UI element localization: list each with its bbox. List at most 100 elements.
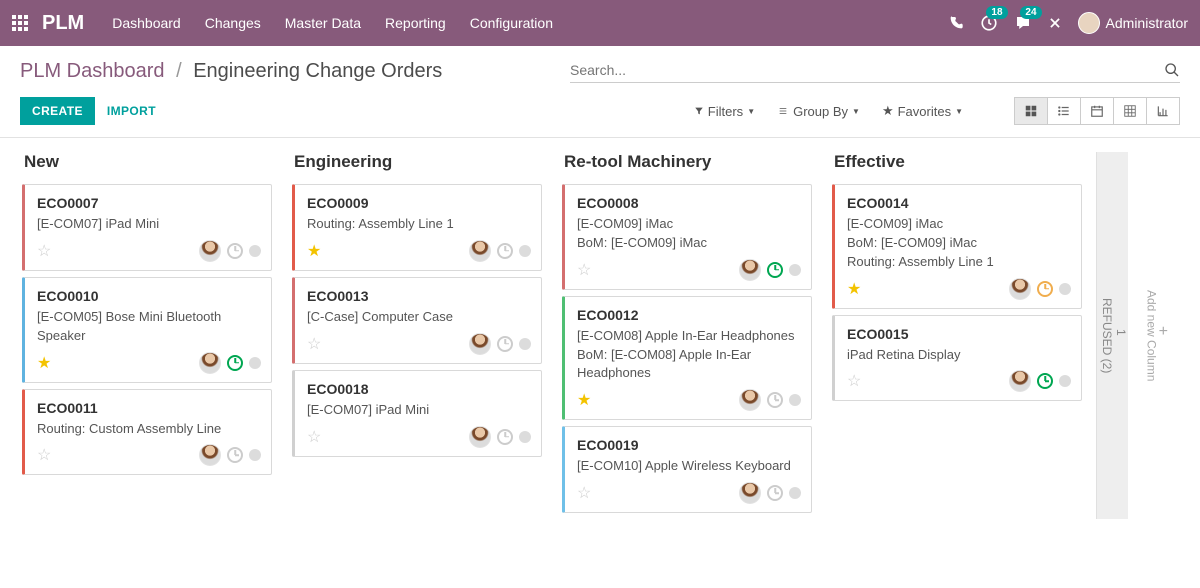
breadcrumb-sep: /: [176, 60, 182, 82]
kanban-card[interactable]: ECO0019[E-COM10] Apple Wireless Keyboard…: [562, 426, 812, 513]
activities-badge: 18: [986, 6, 1007, 19]
status-dot[interactable]: [519, 338, 531, 350]
nav-changes[interactable]: Changes: [205, 15, 261, 31]
clock-icon[interactable]: [227, 447, 243, 463]
star-icon[interactable]: ☆: [577, 260, 591, 280]
clock-icon[interactable]: [227, 243, 243, 259]
star-icon[interactable]: ☆: [307, 427, 321, 447]
kanban-card[interactable]: ECO0011Routing: Custom Assembly Line☆: [22, 389, 272, 476]
star-icon[interactable]: ☆: [577, 483, 591, 503]
view-list-button[interactable]: [1047, 97, 1081, 125]
column-title[interactable]: New: [22, 152, 272, 172]
status-dot[interactable]: [249, 245, 261, 257]
star-icon[interactable]: ★: [847, 279, 861, 299]
apps-icon[interactable]: [12, 15, 28, 31]
nav-configuration[interactable]: Configuration: [470, 15, 553, 31]
column-title[interactable]: Re-tool Machinery: [562, 152, 812, 172]
filters-button[interactable]: Filters▼: [694, 104, 755, 119]
star-icon[interactable]: ☆: [37, 445, 51, 465]
view-graph-button[interactable]: [1146, 97, 1180, 125]
assignee-avatar[interactable]: [199, 240, 221, 262]
status-dot[interactable]: [789, 264, 801, 276]
assignee-avatar[interactable]: [1009, 370, 1031, 392]
activities-icon[interactable]: 18: [980, 14, 998, 32]
assignee-avatar[interactable]: [739, 482, 761, 504]
card-footer: ★: [307, 240, 531, 262]
clock-icon[interactable]: [767, 392, 783, 408]
nav-dashboard[interactable]: Dashboard: [112, 15, 181, 31]
status-dot[interactable]: [519, 431, 531, 443]
clock-icon[interactable]: [767, 485, 783, 501]
phone-icon[interactable]: [948, 15, 964, 31]
kanban-card[interactable]: ECO0008[E-COM09] iMacBoM: [E-COM09] iMac…: [562, 184, 812, 290]
status-dot[interactable]: [1059, 375, 1071, 387]
create-button[interactable]: CREATE: [20, 97, 95, 125]
groupby-button[interactable]: Group By▼: [777, 104, 860, 119]
clock-icon[interactable]: [767, 262, 783, 278]
card-line: BoM: [E-COM09] iMac: [577, 234, 801, 253]
assignee-avatar[interactable]: [1009, 278, 1031, 300]
card-line: BoM: [E-COM08] Apple In-Ear Headphones: [577, 346, 801, 384]
search-input[interactable]: [570, 62, 1164, 78]
breadcrumb-root[interactable]: PLM Dashboard: [20, 60, 165, 82]
card-footer: ★: [577, 389, 801, 411]
status-dot[interactable]: [1059, 283, 1071, 295]
star-icon[interactable]: ★: [577, 390, 591, 410]
kanban-card[interactable]: ECO0007[E-COM07] iPad Mini☆: [22, 184, 272, 271]
star-icon[interactable]: ☆: [37, 241, 51, 261]
search-icon[interactable]: [1164, 62, 1180, 78]
messages-icon[interactable]: 24: [1014, 14, 1032, 32]
view-pivot-button[interactable]: [1113, 97, 1147, 125]
column-title[interactable]: Effective: [832, 152, 1082, 172]
clock-icon[interactable]: [497, 429, 513, 445]
clock-icon[interactable]: [227, 355, 243, 371]
view-calendar-button[interactable]: [1080, 97, 1114, 125]
star-icon[interactable]: ★: [307, 241, 321, 261]
add-column-button[interactable]: +Add new Column: [1136, 152, 1168, 519]
kanban-card[interactable]: ECO0009Routing: Assembly Line 1★: [292, 184, 542, 271]
assignee-avatar[interactable]: [469, 333, 491, 355]
star-icon[interactable]: ★: [37, 353, 51, 373]
nav-master-data[interactable]: Master Data: [285, 15, 361, 31]
assignee-avatar[interactable]: [199, 444, 221, 466]
assignee-avatar[interactable]: [469, 240, 491, 262]
brand[interactable]: PLM: [42, 12, 84, 35]
assignee-avatar[interactable]: [199, 352, 221, 374]
card-line: [E-COM08] Apple In-Ear Headphones: [577, 327, 801, 346]
status-dot[interactable]: [249, 357, 261, 369]
assignee-avatar[interactable]: [739, 389, 761, 411]
nav-reporting[interactable]: Reporting: [385, 15, 446, 31]
kanban-card[interactable]: ECO0012[E-COM08] Apple In-Ear Headphones…: [562, 296, 812, 421]
card-footer: ☆: [847, 370, 1071, 392]
card-number: ECO0018: [307, 381, 531, 397]
card-footer: ☆: [307, 333, 531, 355]
clock-icon[interactable]: [1037, 373, 1053, 389]
column-title[interactable]: Engineering: [292, 152, 542, 172]
import-button[interactable]: IMPORT: [107, 104, 156, 118]
view-kanban-button[interactable]: [1014, 97, 1048, 125]
kanban-card[interactable]: ECO0010[E-COM05] Bose Mini Bluetooth Spe…: [22, 277, 272, 383]
card-line: [E-COM05] Bose Mini Bluetooth Speaker: [37, 308, 261, 346]
assignee-avatar[interactable]: [739, 259, 761, 281]
close-icon[interactable]: [1048, 16, 1062, 30]
clock-icon[interactable]: [497, 336, 513, 352]
kanban-card[interactable]: ECO0013[C-Case] Computer Case☆: [292, 277, 542, 364]
status-dot[interactable]: [789, 487, 801, 499]
card-footer: ★: [37, 352, 261, 374]
avatar-icon: [1078, 12, 1100, 34]
clock-icon[interactable]: [1037, 281, 1053, 297]
assignee-avatar[interactable]: [469, 426, 491, 448]
star-icon[interactable]: ☆: [307, 334, 321, 354]
kanban-card[interactable]: ECO0015iPad Retina Display☆: [832, 315, 1082, 402]
status-dot[interactable]: [249, 449, 261, 461]
status-dot[interactable]: [519, 245, 531, 257]
card-number: ECO0008: [577, 195, 801, 211]
star-icon[interactable]: ☆: [847, 371, 861, 391]
refused-column[interactable]: 1REFUSED (2): [1096, 152, 1128, 519]
kanban-card[interactable]: ECO0014[E-COM09] iMacBoM: [E-COM09] iMac…: [832, 184, 1082, 309]
favorites-button[interactable]: ★Favorites▼: [882, 103, 963, 119]
clock-icon[interactable]: [497, 243, 513, 259]
status-dot[interactable]: [789, 394, 801, 406]
kanban-card[interactable]: ECO0018[E-COM07] iPad Mini☆: [292, 370, 542, 457]
user-menu[interactable]: Administrator: [1078, 12, 1188, 34]
